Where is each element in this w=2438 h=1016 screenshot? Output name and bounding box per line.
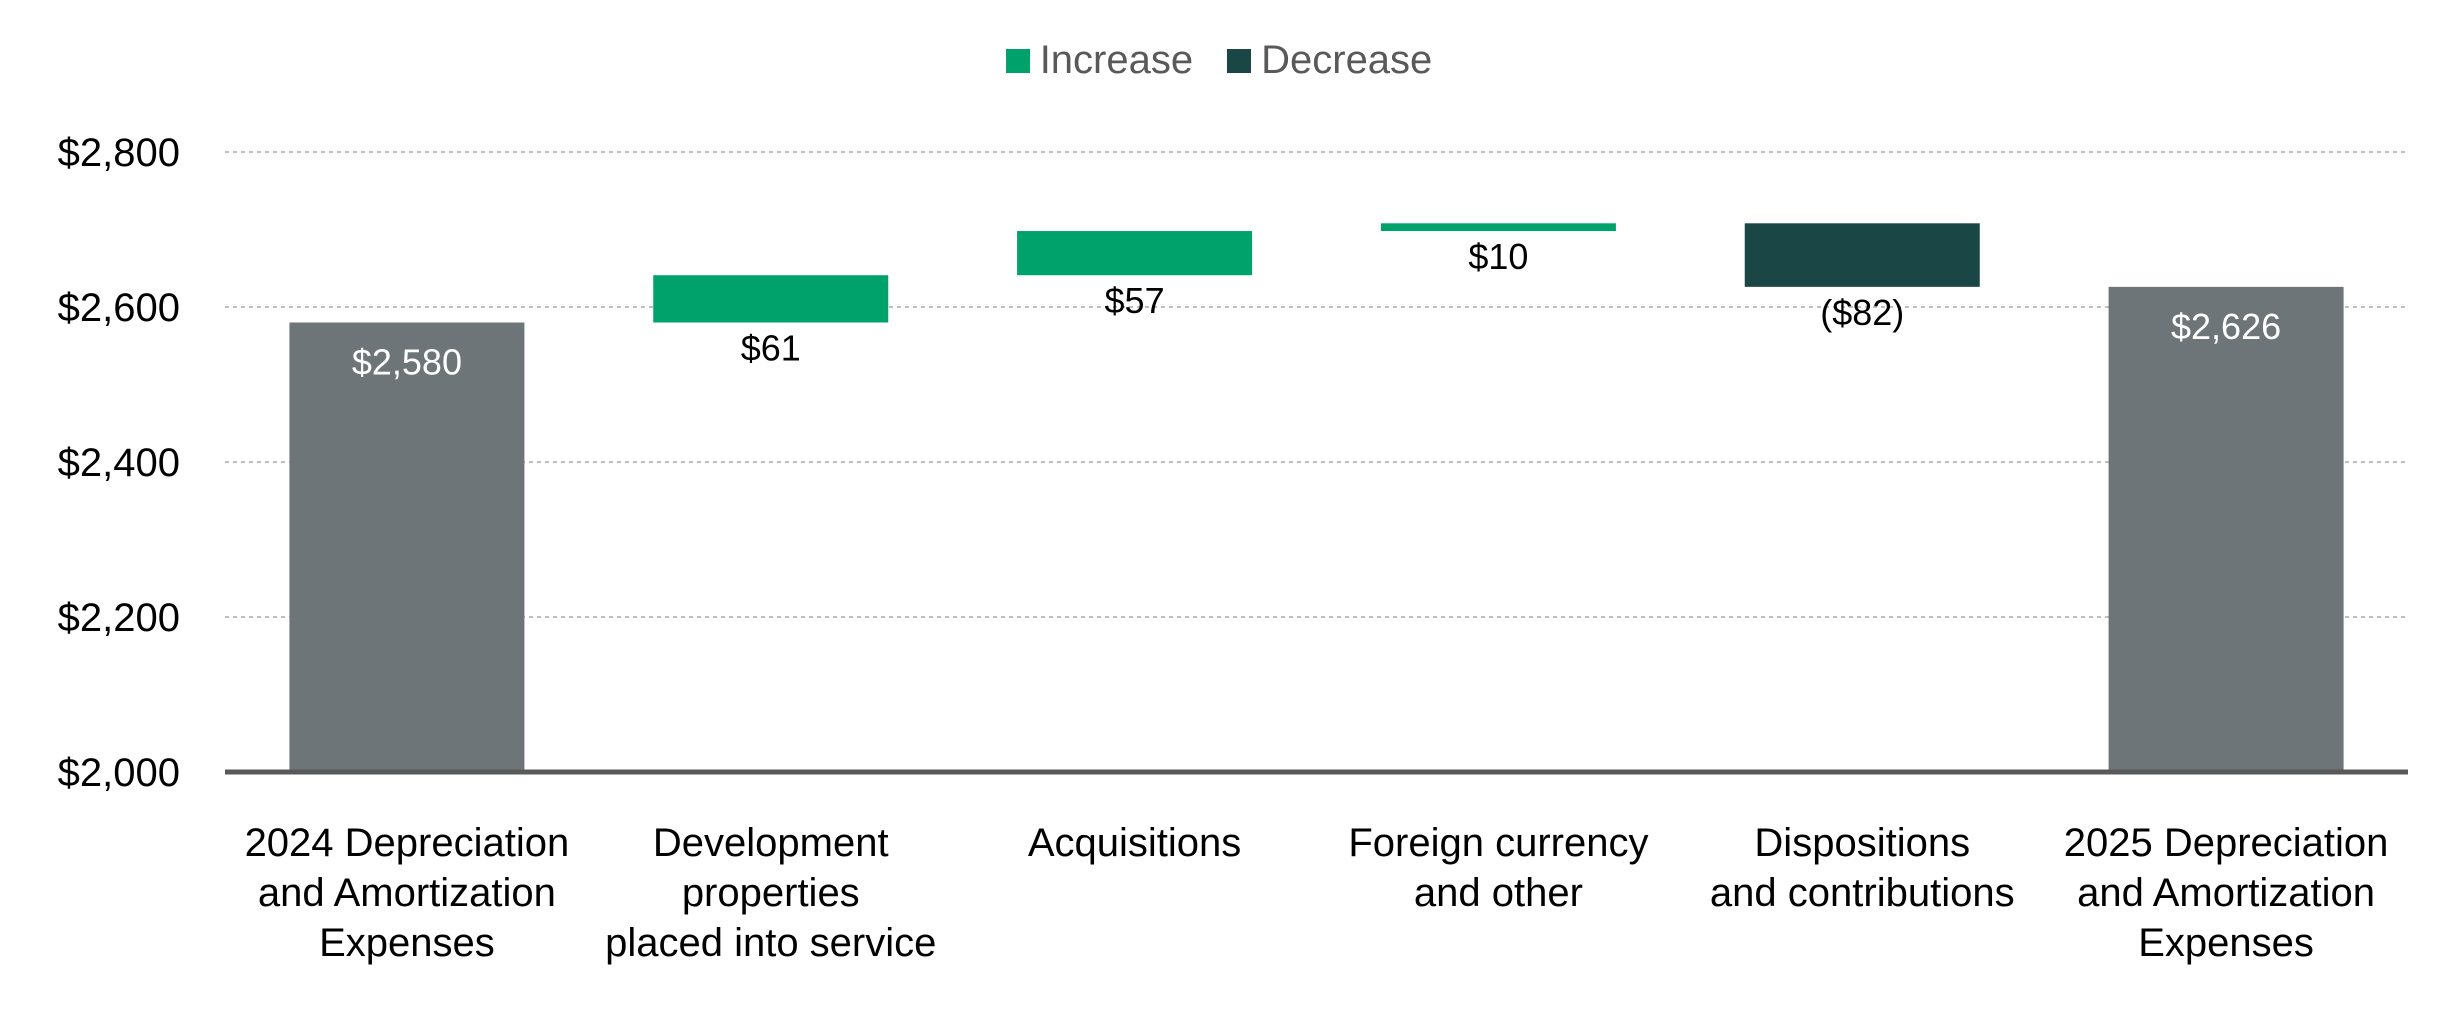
x-category-line: and Amortization <box>2077 871 2376 915</box>
legend: Increase Decrease <box>0 38 2438 83</box>
x-category-line: properties <box>681 871 860 915</box>
bar-total <box>289 322 525 772</box>
y-tick-label: $2,200 <box>58 596 180 640</box>
data-label: $2,626 <box>2171 306 2281 347</box>
y-tick-label: $2,800 <box>58 131 180 175</box>
x-category-label: Development properties placed into service <box>591 818 951 968</box>
x-category-line: Expenses <box>2138 921 2314 965</box>
data-label: $57 <box>1105 280 1165 321</box>
legend-label-increase: Increase <box>1039 38 1194 82</box>
y-tick-label: $2,600 <box>58 286 180 330</box>
bar-increase <box>1017 231 1253 276</box>
x-category-line: Development <box>652 821 889 865</box>
x-category-line: placed into service <box>605 921 937 965</box>
legend-label-decrease: Decrease <box>1261 38 1433 82</box>
legend-item-increase: Increase <box>1005 38 1194 83</box>
x-category-label: 2024 Depreciation and Amortization Expense… <box>227 818 587 968</box>
x-category-line: Dispositions <box>1754 821 1971 865</box>
y-tick-label: $2,400 <box>58 441 180 485</box>
data-label: ($82) <box>1820 292 1904 333</box>
x-category-line: Acquisitions <box>1027 821 1242 865</box>
x-category-line: and Amortization <box>257 871 556 915</box>
legend-swatch-increase <box>1005 48 1030 73</box>
y-tick-label: $2,000 <box>58 751 180 795</box>
data-label: $10 <box>1468 236 1528 277</box>
legend-swatch-decrease <box>1227 48 1252 73</box>
bar-decrease <box>1744 223 1980 287</box>
x-category-label: 2025 Depreciation and Amortization Expense… <box>2046 818 2406 968</box>
legend-item-decrease: Decrease <box>1227 38 1432 83</box>
x-category-line: and contributions <box>1709 871 2015 915</box>
x-category-label: Acquisitions <box>955 818 1315 868</box>
x-category-line: Expenses <box>319 921 495 965</box>
x-category-line: 2025 Depreciation <box>2063 821 2389 865</box>
data-label: $2,580 <box>352 342 462 383</box>
bar-increase <box>1380 223 1616 232</box>
x-category-label: Dispositions and contributions <box>1682 818 2042 918</box>
data-label: $61 <box>741 328 801 369</box>
x-category-line: 2024 Depreciation <box>244 821 570 865</box>
x-category-line: Foreign currency <box>1348 821 1649 865</box>
bar-increase <box>653 275 889 323</box>
x-category-line: and other <box>1413 871 1583 915</box>
bar-total <box>2108 286 2344 772</box>
x-category-label: Foreign currency and other <box>1318 818 1678 918</box>
